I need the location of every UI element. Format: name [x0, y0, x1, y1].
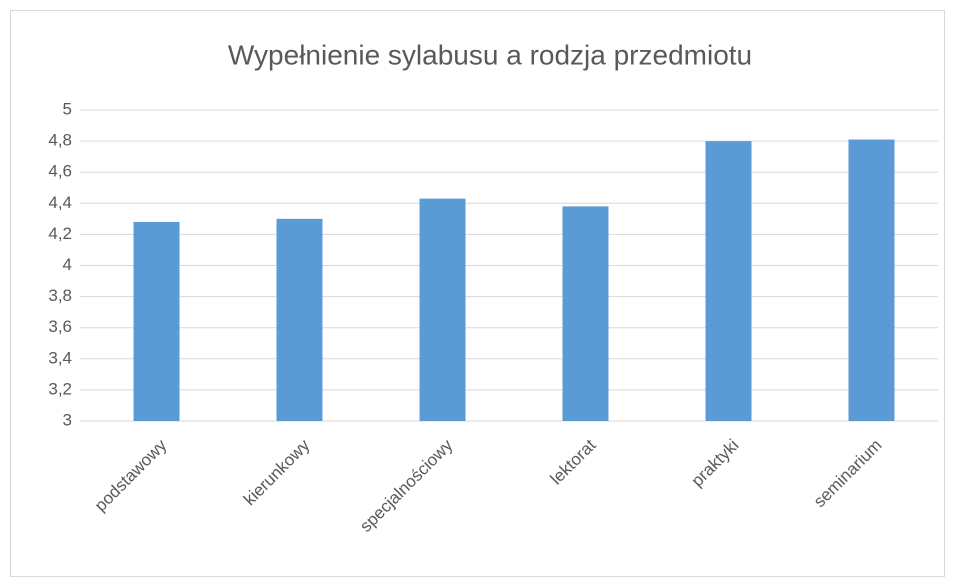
- y-tick-label: 3: [63, 410, 72, 429]
- y-tick-label: 4,8: [48, 131, 72, 150]
- chart-title: Wypełnienie sylabusu a rodzja przedmiotu: [228, 39, 752, 70]
- bar: [419, 198, 466, 421]
- y-tick-label: 3,8: [48, 286, 72, 305]
- y-tick-label: 4,4: [48, 193, 72, 212]
- bar: [276, 218, 323, 421]
- bar: [133, 221, 180, 421]
- bar: [848, 139, 895, 422]
- y-tick-label: 3,6: [48, 317, 72, 336]
- y-tick-label: 5: [63, 99, 72, 118]
- y-tick-label: 4,2: [48, 224, 72, 243]
- y-tick-label: 4,6: [48, 162, 72, 181]
- bar: [705, 141, 752, 421]
- y-tick-label: 3,4: [48, 348, 72, 367]
- y-tick-label: 4: [63, 255, 72, 274]
- bar: [562, 206, 609, 421]
- y-tick-label: 3,2: [48, 379, 72, 398]
